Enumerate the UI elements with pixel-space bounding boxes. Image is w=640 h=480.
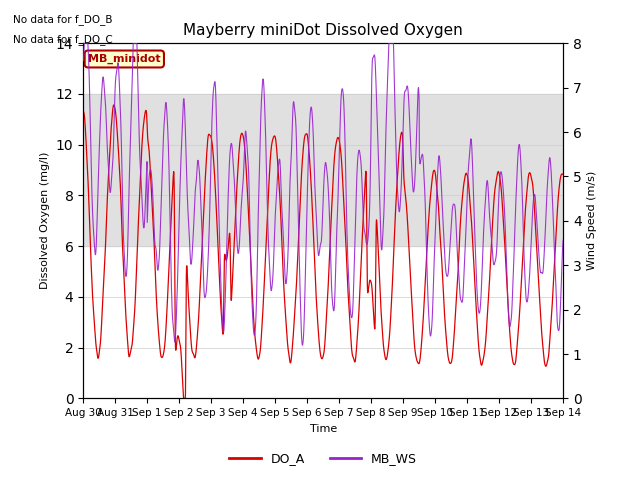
Title: Mayberry miniDot Dissolved Oxygen: Mayberry miniDot Dissolved Oxygen [183, 23, 463, 38]
Legend: DO_A, MB_WS: DO_A, MB_WS [225, 447, 422, 470]
Text: MB_minidot: MB_minidot [88, 54, 161, 64]
Text: No data for f_DO_C: No data for f_DO_C [13, 34, 113, 45]
Bar [83, 94, 563, 246]
Y-axis label: Dissolved Oxygen (mg/l): Dissolved Oxygen (mg/l) [40, 152, 51, 289]
Y-axis label: Wind Speed (m/s): Wind Speed (m/s) [588, 171, 597, 270]
X-axis label: Time: Time [310, 424, 337, 433]
Text: No data for f_DO_B: No data for f_DO_B [13, 14, 112, 25]
